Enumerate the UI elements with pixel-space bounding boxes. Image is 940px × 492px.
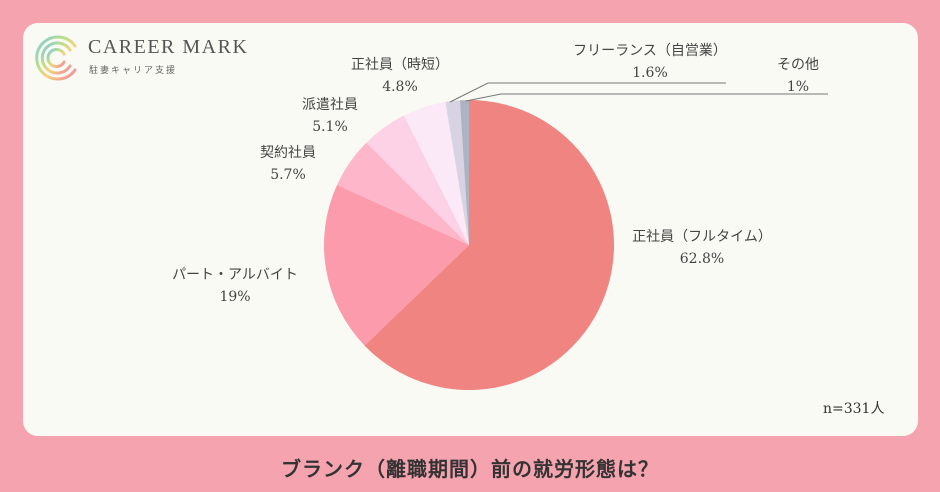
brand-tagline: 駐妻キャリア支援 [89, 66, 178, 76]
sample-size-note: n=331人 [823, 401, 885, 417]
label-other: その他 1% [777, 57, 819, 95]
leader-line-freelance [449, 82, 726, 103]
label-contract: 契約社員 5.7% [260, 145, 316, 183]
leader-line-other [465, 93, 828, 102]
label-short-hours: 正社員（時短） 4.8% [351, 57, 449, 95]
pie-slice [324, 184, 469, 346]
label-part-time: パート・アルバイト 19% [172, 267, 298, 305]
pie-slice [366, 115, 469, 245]
brand-name: CAREER MARK [88, 36, 249, 58]
career-mark-logo-icon [35, 35, 77, 81]
pie-slice [445, 100, 469, 245]
pie-slice [459, 100, 469, 245]
pie-slice [364, 100, 614, 390]
label-fulltime: 正社員（フルタイム） 62.8% [632, 229, 772, 267]
chart-title: ブランク（離職期間）前の就労形態は？ [281, 457, 659, 481]
pie-slice [403, 101, 469, 245]
label-freelance: フリーランス（自営業） 1.6% [573, 43, 727, 81]
label-dispatch: 派遣社員 5.1% [302, 97, 358, 135]
pie-slice [337, 142, 469, 245]
